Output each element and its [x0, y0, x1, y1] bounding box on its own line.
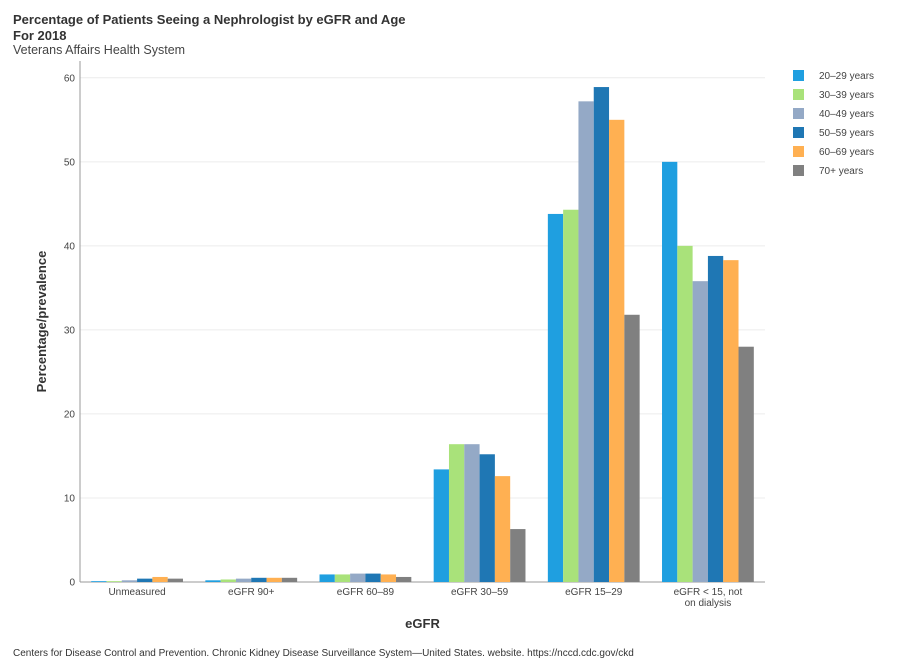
bar[interactable] — [91, 581, 107, 582]
legend-swatch[interactable] — [793, 165, 804, 176]
bar[interactable] — [380, 574, 397, 582]
y-tick-label: 0 — [69, 578, 75, 589]
y-tick-label: 20 — [64, 409, 76, 420]
bar[interactable] — [563, 209, 579, 582]
x-tick-label: eGFR 15–29 — [565, 587, 623, 598]
x-tick-label: on dialysis — [685, 598, 732, 609]
bar[interactable] — [152, 576, 168, 582]
bar[interactable] — [220, 579, 236, 582]
bar[interactable] — [205, 580, 221, 582]
bar[interactable] — [707, 255, 724, 582]
legend-swatch[interactable] — [793, 70, 804, 81]
chart-title-year: For 2018 — [13, 28, 67, 43]
x-tick-label: eGFR < 15, not — [674, 587, 743, 598]
bar[interactable] — [106, 581, 122, 582]
x-tick-label: eGFR 60–89 — [337, 587, 395, 598]
bar[interactable] — [448, 444, 465, 582]
bar[interactable] — [677, 245, 693, 582]
bar[interactable] — [167, 578, 183, 582]
bar[interactable] — [578, 101, 594, 583]
bar[interactable] — [692, 281, 708, 582]
bar[interactable] — [738, 346, 754, 582]
y-tick-label: 10 — [64, 493, 76, 504]
bar[interactable] — [593, 87, 610, 583]
bar[interactable] — [609, 119, 625, 583]
legend-swatch[interactable] — [793, 146, 804, 157]
source-footnote: Centers for Disease Control and Preventi… — [13, 648, 634, 659]
y-tick-label: 30 — [64, 325, 76, 336]
legend-label[interactable]: 50–59 years — [819, 128, 874, 139]
y-axis-title: Percentage/prevalence — [34, 251, 49, 393]
bar[interactable] — [624, 314, 640, 582]
bar[interactable] — [547, 213, 564, 582]
bar[interactable] — [334, 574, 351, 582]
legend-label[interactable]: 60–69 years — [819, 147, 874, 158]
legend-swatch[interactable] — [793, 127, 804, 138]
legend-label[interactable]: 40–49 years — [819, 109, 874, 120]
bar[interactable] — [433, 469, 449, 582]
bar[interactable] — [137, 578, 153, 582]
bar[interactable] — [281, 577, 298, 582]
bar[interactable] — [494, 476, 511, 582]
chart-title: Percentage of Patients Seeing a Nephrolo… — [13, 12, 406, 27]
legend-swatch[interactable] — [793, 108, 804, 119]
bar[interactable] — [464, 444, 480, 582]
bar[interactable] — [662, 161, 678, 582]
y-tick-label: 60 — [64, 73, 76, 84]
x-axis-title: eGFR — [405, 616, 440, 631]
y-tick-label: 50 — [64, 157, 76, 168]
bar[interactable] — [235, 578, 252, 582]
bar[interactable] — [510, 529, 526, 582]
bar[interactable] — [350, 573, 366, 582]
bar[interactable] — [365, 573, 381, 582]
x-tick-label: Unmeasured — [108, 587, 165, 598]
bar[interactable] — [396, 576, 412, 582]
chart-subtitle: Veterans Affairs Health System — [13, 43, 186, 57]
bar[interactable] — [723, 260, 739, 582]
bar[interactable] — [479, 454, 495, 582]
bar[interactable] — [319, 574, 335, 582]
bar[interactable] — [251, 577, 267, 582]
x-tick-label: eGFR 30–59 — [451, 587, 509, 598]
bar[interactable] — [266, 577, 282, 582]
legend-swatch[interactable] — [793, 89, 804, 100]
x-tick-label: eGFR 90+ — [228, 587, 275, 598]
bar[interactable] — [121, 580, 138, 582]
legend-label[interactable]: 30–39 years — [819, 90, 874, 101]
legend-label[interactable]: 70+ years — [819, 166, 863, 177]
y-tick-label: 40 — [64, 241, 76, 252]
legend-label[interactable]: 20–29 years — [819, 71, 874, 82]
